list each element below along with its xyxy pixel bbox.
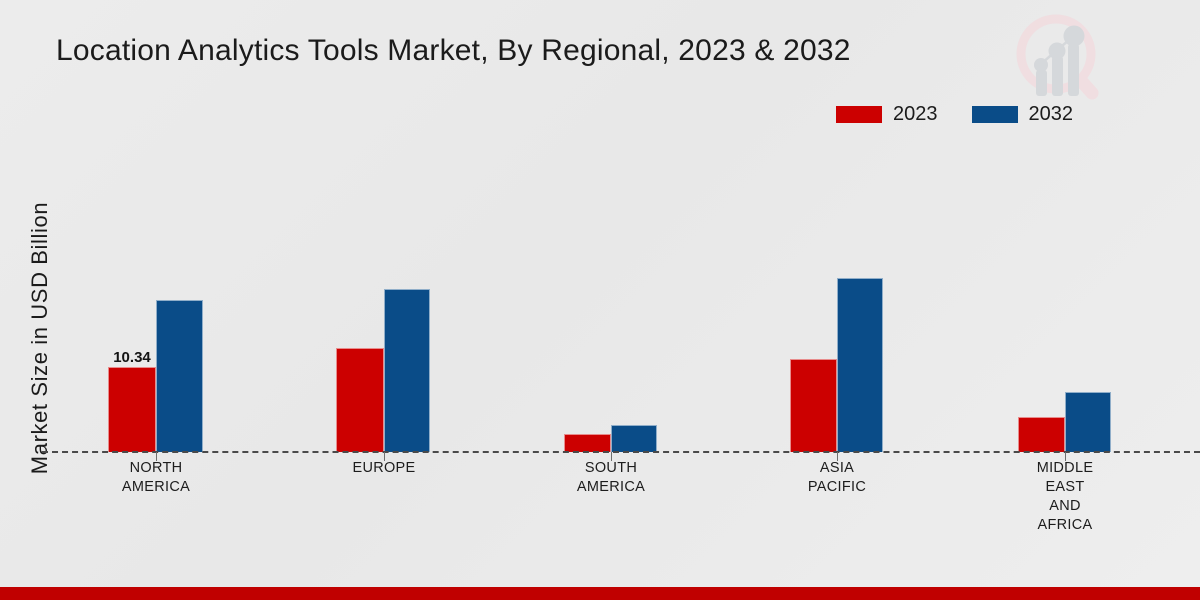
bar-2023-middle-east-and-africa[interactable]	[1018, 417, 1065, 452]
bar-2023-north-america[interactable]	[108, 367, 156, 452]
page-title: Location Analytics Tools Market, By Regi…	[56, 34, 851, 67]
bar-2023-south-america[interactable]	[564, 434, 611, 452]
bar-2032-north-america[interactable]	[156, 300, 203, 452]
legend-swatch-2032	[971, 106, 1018, 123]
x-axis-tick-north-america	[156, 452, 157, 461]
x-axis-label-north-america: NORTH AMERICA	[121, 460, 191, 495]
bar-2032-europe[interactable]	[384, 289, 430, 452]
x-axis-tick-asia-pacific	[837, 452, 838, 461]
chart-legend: 2023 2032	[836, 103, 1073, 126]
legend-swatch-2023	[836, 106, 882, 123]
x-axis-tick-south-america	[611, 452, 612, 461]
x-axis-label-europe: EUROPE	[352, 460, 416, 476]
bar-value-label-2023-north-america: 10.34	[113, 349, 151, 366]
bar-2032-middle-east-and-africa[interactable]	[1065, 392, 1111, 452]
bar-2023-europe[interactable]	[336, 348, 384, 452]
bar-2023-asia-pacific[interactable]	[790, 359, 837, 452]
x-axis-tick-europe	[384, 452, 385, 461]
legend-item-2032[interactable]: 2032	[971, 103, 1074, 126]
bar-2032-asia-pacific[interactable]	[837, 278, 883, 452]
x-axis-baseline	[42, 451, 1200, 453]
x-axis-label-middle-east-and-africa: MIDDLE EAST AND AFRICA	[1036, 460, 1094, 533]
legend-item-2023[interactable]: 2023	[836, 103, 938, 126]
legend-label-2023: 2023	[893, 103, 938, 125]
x-axis-label-south-america: SOUTH AMERICA	[576, 460, 646, 495]
footer-accent-bar	[0, 587, 1200, 600]
legend-label-2032: 2032	[1028, 103, 1074, 125]
x-axis-tick-middle-east-and-africa	[1065, 452, 1066, 461]
x-axis-label-asia-pacific: ASIA PACIFIC	[807, 460, 867, 495]
bar-2032-south-america[interactable]	[611, 425, 657, 452]
